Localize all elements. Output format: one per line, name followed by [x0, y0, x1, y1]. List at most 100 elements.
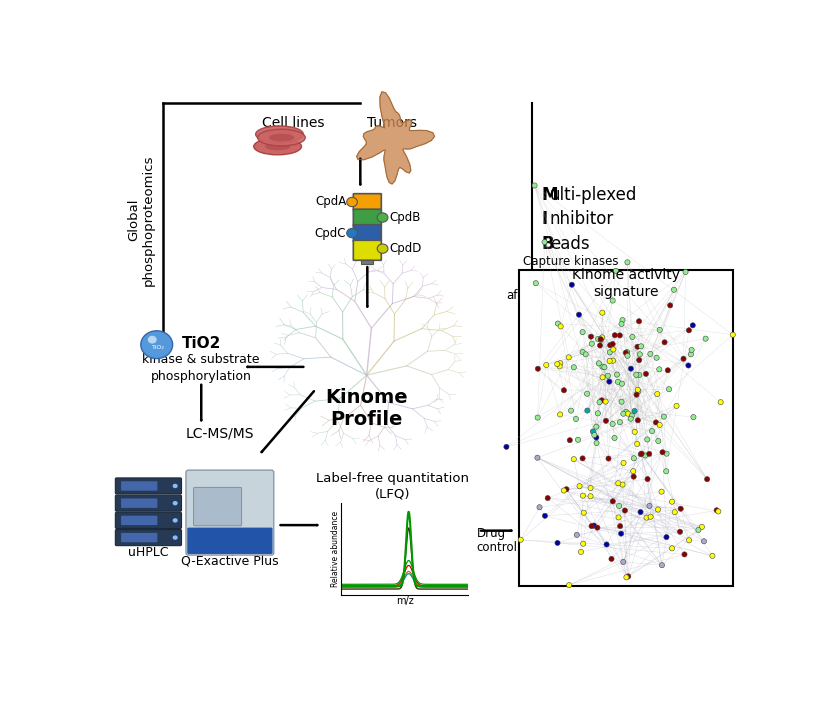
Point: [533, 502, 546, 513]
Point: [587, 520, 600, 531]
Point: [706, 550, 719, 562]
Point: [571, 434, 585, 446]
Point: [595, 332, 608, 343]
Point: [643, 500, 656, 512]
Point: [668, 506, 681, 518]
Point: [660, 531, 673, 543]
Point: [624, 413, 637, 425]
Bar: [361, 260, 374, 264]
Point: [617, 408, 630, 420]
Point: [613, 521, 626, 532]
Point: [640, 368, 653, 380]
Point: [562, 352, 576, 363]
FancyBboxPatch shape: [115, 495, 181, 511]
Point: [659, 466, 672, 477]
Point: [584, 482, 597, 494]
Point: [712, 505, 725, 517]
FancyBboxPatch shape: [520, 270, 732, 586]
Point: [615, 318, 628, 329]
Circle shape: [172, 484, 177, 488]
Point: [653, 363, 666, 375]
Point: [531, 363, 544, 374]
Point: [677, 353, 690, 365]
FancyBboxPatch shape: [121, 533, 158, 542]
Point: [654, 324, 667, 335]
Point: [626, 410, 639, 421]
Point: [566, 279, 579, 291]
Point: [631, 415, 644, 426]
Point: [595, 394, 608, 406]
Point: [640, 434, 654, 446]
Point: [700, 474, 713, 485]
Point: [541, 492, 554, 504]
Point: [610, 368, 623, 380]
Ellipse shape: [255, 126, 304, 143]
Point: [632, 386, 645, 397]
Point: [579, 348, 592, 360]
Point: [658, 411, 671, 423]
Point: [660, 448, 673, 459]
Text: CpdD: CpdD: [389, 242, 421, 255]
Ellipse shape: [268, 133, 294, 141]
Circle shape: [346, 229, 357, 238]
Point: [685, 348, 698, 360]
Point: [635, 448, 648, 460]
Ellipse shape: [267, 131, 292, 138]
Point: [630, 389, 643, 400]
Point: [656, 446, 669, 458]
FancyBboxPatch shape: [187, 528, 273, 554]
Circle shape: [172, 536, 177, 540]
Point: [714, 397, 727, 408]
Point: [687, 412, 700, 423]
Point: [619, 347, 632, 358]
Point: [681, 360, 695, 371]
Text: Kinome activity
signature: Kinome activity signature: [571, 268, 680, 299]
Point: [551, 537, 564, 549]
Point: [674, 503, 687, 515]
Text: control: control: [477, 541, 518, 554]
Point: [631, 341, 644, 353]
Point: [612, 500, 626, 512]
Point: [627, 471, 640, 482]
Point: [613, 329, 626, 341]
Point: [616, 479, 629, 490]
Point: [644, 511, 657, 523]
Point: [580, 404, 594, 416]
Point: [612, 477, 625, 489]
Point: [612, 512, 625, 523]
Point: [640, 512, 654, 523]
Point: [644, 348, 657, 360]
Point: [528, 180, 541, 191]
Point: [591, 407, 604, 419]
Point: [557, 485, 571, 496]
Point: [631, 384, 644, 396]
Point: [618, 505, 631, 516]
Point: [685, 344, 698, 355]
Point: [661, 365, 674, 376]
Point: [539, 359, 553, 371]
Point: [594, 340, 607, 351]
Point: [603, 376, 616, 387]
Point: [572, 309, 585, 320]
Point: [666, 496, 679, 508]
Point: [621, 350, 634, 361]
Point: [539, 510, 552, 521]
Point: [699, 333, 712, 345]
Point: [621, 347, 634, 358]
Point: [635, 448, 648, 459]
Circle shape: [346, 198, 357, 207]
Point: [601, 370, 614, 381]
Text: B: B: [542, 234, 554, 252]
Point: [585, 338, 599, 350]
Polygon shape: [356, 92, 434, 184]
Text: kinase & substrate
phosphorylation: kinase & substrate phosphorylation: [143, 353, 260, 383]
Point: [655, 559, 668, 571]
Text: Kinome
Profile: Kinome Profile: [325, 388, 408, 429]
Point: [616, 314, 629, 326]
Circle shape: [141, 331, 172, 358]
Point: [576, 538, 589, 549]
Text: I: I: [542, 211, 548, 229]
FancyBboxPatch shape: [353, 209, 381, 226]
Circle shape: [148, 336, 157, 344]
Point: [608, 432, 621, 443]
